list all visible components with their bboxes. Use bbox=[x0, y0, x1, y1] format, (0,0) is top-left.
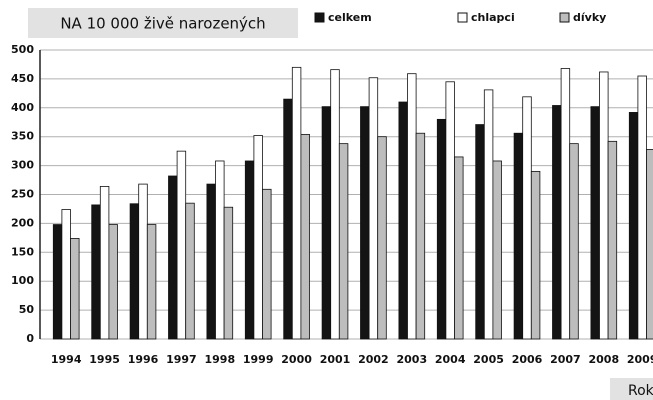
legend-label: chlapci bbox=[471, 11, 515, 24]
bar bbox=[215, 160, 225, 340]
bar bbox=[61, 209, 71, 340]
x-tick-label: 2009 bbox=[627, 353, 653, 366]
bar bbox=[176, 150, 187, 340]
bar bbox=[138, 183, 148, 340]
bar bbox=[522, 96, 532, 340]
bar bbox=[646, 149, 653, 340]
bar bbox=[415, 132, 426, 340]
y-tick-label: 350 bbox=[11, 130, 34, 143]
legend-label: dívky bbox=[573, 11, 606, 24]
chart-title: NA 10 000 živě narozených bbox=[60, 15, 265, 33]
bar bbox=[206, 183, 216, 340]
x-tick-label: 2007 bbox=[550, 353, 581, 366]
bar bbox=[99, 186, 110, 340]
y-tick-label: 50 bbox=[19, 303, 35, 316]
bar bbox=[560, 68, 571, 340]
x-tick-label: 2005 bbox=[473, 353, 504, 366]
x-tick-label: 2000 bbox=[281, 353, 312, 366]
bar bbox=[628, 112, 639, 340]
title-box bbox=[28, 8, 298, 38]
y-tick-label: 300 bbox=[11, 159, 34, 172]
bar bbox=[244, 160, 255, 340]
bar bbox=[454, 156, 464, 340]
x-tick-label: 1994 bbox=[51, 353, 82, 366]
x-tick-label: 1995 bbox=[89, 353, 120, 366]
bar bbox=[377, 136, 387, 340]
bar bbox=[185, 202, 195, 340]
bar bbox=[321, 106, 332, 340]
bar bbox=[637, 75, 647, 340]
legend-swatch bbox=[559, 12, 570, 23]
x-axis-label: Rok bbox=[628, 383, 653, 399]
y-tick-label: 100 bbox=[11, 274, 34, 287]
x-tick-label: 2002 bbox=[358, 353, 389, 366]
bar bbox=[338, 143, 349, 340]
bar bbox=[223, 206, 234, 340]
y-tick-label: 150 bbox=[11, 245, 34, 258]
bar bbox=[483, 89, 494, 340]
bar bbox=[91, 204, 101, 340]
bar bbox=[407, 73, 417, 340]
legend-swatch bbox=[457, 12, 468, 23]
x-tick-label: 1999 bbox=[243, 353, 274, 366]
bar bbox=[146, 224, 157, 340]
y-tick-label: 400 bbox=[11, 101, 34, 114]
legend-swatch bbox=[314, 12, 325, 23]
bar bbox=[475, 124, 485, 340]
x-tick-label: 2001 bbox=[320, 353, 351, 366]
y-tick-label: 200 bbox=[11, 216, 34, 229]
x-tick-label: 1996 bbox=[128, 353, 159, 366]
bar bbox=[492, 160, 502, 340]
y-tick-label: 0 bbox=[26, 332, 34, 345]
bar bbox=[70, 238, 80, 340]
bar bbox=[436, 118, 447, 340]
bar bbox=[398, 101, 408, 340]
x-tick-label: 2006 bbox=[512, 353, 543, 366]
x-tick-label: 1998 bbox=[204, 353, 235, 366]
bar bbox=[330, 69, 340, 340]
bar bbox=[552, 105, 562, 340]
legend-label: celkem bbox=[328, 11, 372, 24]
bar bbox=[52, 224, 63, 340]
bar bbox=[569, 143, 579, 340]
bar bbox=[368, 77, 379, 340]
y-tick-label: 500 bbox=[11, 43, 34, 56]
bar bbox=[513, 132, 524, 340]
x-tick-label: 1997 bbox=[166, 353, 197, 366]
x-tick-label: 2008 bbox=[588, 353, 619, 366]
bar bbox=[590, 106, 600, 340]
bar bbox=[108, 224, 118, 340]
bar bbox=[599, 71, 609, 340]
x-tick-label: 2003 bbox=[396, 353, 427, 366]
y-tick-label: 250 bbox=[11, 188, 34, 201]
bar bbox=[530, 170, 541, 340]
y-tick-label: 450 bbox=[11, 72, 34, 85]
bar bbox=[262, 188, 272, 340]
x-label-box bbox=[610, 378, 653, 400]
bar bbox=[168, 175, 178, 340]
bar bbox=[253, 135, 263, 340]
bar bbox=[360, 106, 370, 340]
bar bbox=[300, 133, 310, 340]
bar bbox=[129, 203, 140, 340]
bar bbox=[445, 81, 455, 340]
bar bbox=[283, 98, 293, 340]
bar bbox=[607, 140, 618, 340]
bar bbox=[291, 66, 302, 340]
x-tick-label: 2004 bbox=[435, 353, 466, 366]
